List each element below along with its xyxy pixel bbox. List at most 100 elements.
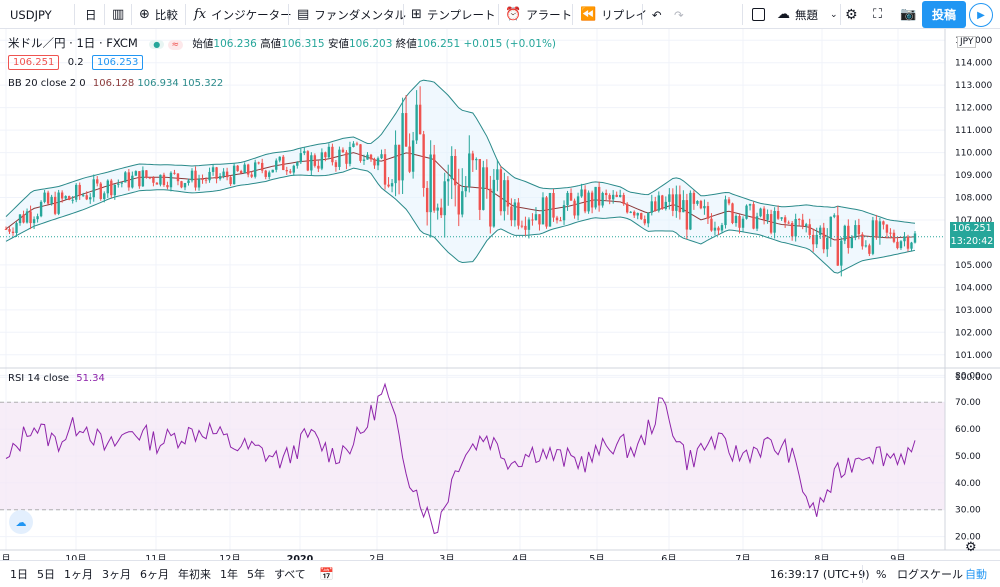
range-2[interactable]: 1ヶ月 <box>64 568 93 581</box>
rsi-legend[interactable]: RSI 14 close 51.34 <box>8 373 105 384</box>
publish-button[interactable]: 投稿 <box>922 1 966 28</box>
alert-button[interactable]: ⏰ アラート <box>505 0 572 29</box>
range-6[interactable]: 1年 <box>220 568 238 581</box>
compare-button[interactable]: ⊕ 比較 <box>139 0 178 29</box>
templates-button[interactable]: ⊞ テンプレート <box>411 0 496 29</box>
candle-body <box>738 215 741 228</box>
candle-body <box>626 203 629 213</box>
symbol-legend: 米ドル／円 · 1日 · FXCM ● ≈ 始値106.236 高値106.31… <box>8 35 556 51</box>
candle-body <box>422 134 425 188</box>
range-7[interactable]: 5年 <box>247 568 265 581</box>
candle-body <box>303 151 306 154</box>
layout-name-menu[interactable]: ☁ 無題 ⌄ <box>777 0 838 29</box>
layout-name: 無題 <box>795 7 818 22</box>
candle-body <box>471 153 474 161</box>
candle-body <box>271 169 274 173</box>
candle-body <box>773 211 776 233</box>
replay-button[interactable]: ⏪ リプレイ <box>580 0 647 29</box>
candle-body <box>4 228 8 230</box>
candle-body <box>278 156 281 161</box>
goto-date-button[interactable]: 📅 <box>319 561 334 587</box>
candle-body <box>369 154 373 160</box>
candle-body <box>892 232 896 242</box>
open-value: 106.236 <box>213 38 257 50</box>
candle-body <box>390 183 394 187</box>
candle-body <box>96 179 99 184</box>
indicators-button[interactable]: fx インジケーター <box>194 0 292 29</box>
auto-scale-toggle[interactable]: 自動 <box>965 568 987 581</box>
sell-price[interactable]: 106.251 <box>8 55 60 70</box>
rsi-line <box>5 382 916 535</box>
tradingview-logo[interactable]: ☁ <box>9 510 33 534</box>
candle-body <box>187 180 190 184</box>
candle-body <box>155 182 159 185</box>
price-tick-label: 105.000 <box>955 261 992 271</box>
range-0[interactable]: 1日 <box>10 568 28 581</box>
play-button[interactable]: ▶ <box>969 3 993 27</box>
candle-body <box>450 155 453 179</box>
snapshot-button[interactable]: 📷 <box>900 0 916 29</box>
candle-body <box>8 229 11 232</box>
candle-body <box>650 201 653 213</box>
price-tick-label: 101.000 <box>955 351 992 361</box>
percent-toggle[interactable]: % <box>876 567 887 581</box>
candle-body <box>608 195 611 200</box>
candle-body <box>296 162 299 166</box>
redo-button[interactable]: ↷ <box>674 0 684 29</box>
candle-body <box>506 180 510 207</box>
log-scale-toggle[interactable]: ログスケール <box>897 568 963 581</box>
divider <box>131 4 132 25</box>
range-5[interactable]: 年初来 <box>178 568 211 581</box>
candle-body <box>759 208 762 217</box>
candle-body <box>840 240 843 266</box>
bb-legend[interactable]: BB 20 close 2 0 106.128 106.934 105.322 <box>8 78 223 89</box>
axis-settings-button[interactable]: ⚙ <box>965 540 977 555</box>
range-1[interactable]: 5日 <box>37 568 55 581</box>
candle-body <box>208 171 211 181</box>
candle-body <box>482 167 485 210</box>
chart-type-button[interactable]: ▥ <box>112 0 129 29</box>
candle-body <box>829 216 832 238</box>
undo-button[interactable]: ↶ <box>652 0 662 29</box>
candle-body <box>797 219 801 221</box>
candle-body <box>64 196 67 199</box>
candle-body <box>661 195 664 209</box>
rsi-tick-label: 40.00 <box>955 479 981 489</box>
candle-body <box>457 185 460 215</box>
settings-button[interactable]: ⚙ <box>845 0 858 29</box>
redo-icon: ↷ <box>674 7 684 22</box>
alert-label: アラート <box>526 7 573 22</box>
symbol-search[interactable]: USDJPY <box>10 0 52 29</box>
fundamentals-button[interactable]: ▤ ファンダメンタル <box>297 0 406 29</box>
candle-body <box>850 237 854 248</box>
candle-body <box>808 224 811 235</box>
chart-canvas[interactable]: 115.000114.000113.000112.000111.000110.0… <box>0 29 1000 560</box>
candle-body <box>640 213 643 220</box>
fullscreen-button[interactable]: ⛶ <box>873 0 882 29</box>
candle-body <box>776 211 780 219</box>
candle-body <box>468 153 471 188</box>
range-8[interactable]: すべて <box>274 568 306 581</box>
candle-body <box>376 158 380 166</box>
price-tick-label: 114.000 <box>955 59 992 69</box>
range-4[interactable]: 6ヶ月 <box>140 568 169 581</box>
top-toolbar: USDJPY 日 ▥ ⊕ 比較 fx インジケーター ▤ ファンダメンタル ⊞ テンプレ… <box>0 0 1000 29</box>
price-tick-label: 102.000 <box>955 328 992 338</box>
clock[interactable]: 16:39:17 (UTC+9) <box>770 567 870 581</box>
price-tick-label: 107.000 <box>955 216 992 226</box>
divider <box>572 4 573 25</box>
candle-body <box>204 179 208 181</box>
candle-body <box>159 174 162 185</box>
candle-body <box>215 167 218 179</box>
candle-body <box>769 214 773 233</box>
publish-label: 投稿 <box>931 8 956 22</box>
interval-button[interactable]: 日 <box>85 0 97 29</box>
layout-toggle[interactable] <box>752 0 765 29</box>
candle-body <box>489 188 492 227</box>
candle-body <box>510 206 513 221</box>
range-3[interactable]: 3ヶ月 <box>102 568 131 581</box>
buy-price[interactable]: 106.253 <box>91 55 144 70</box>
candle-body <box>590 192 594 208</box>
candle-body <box>833 215 836 217</box>
candle-body <box>882 221 885 225</box>
